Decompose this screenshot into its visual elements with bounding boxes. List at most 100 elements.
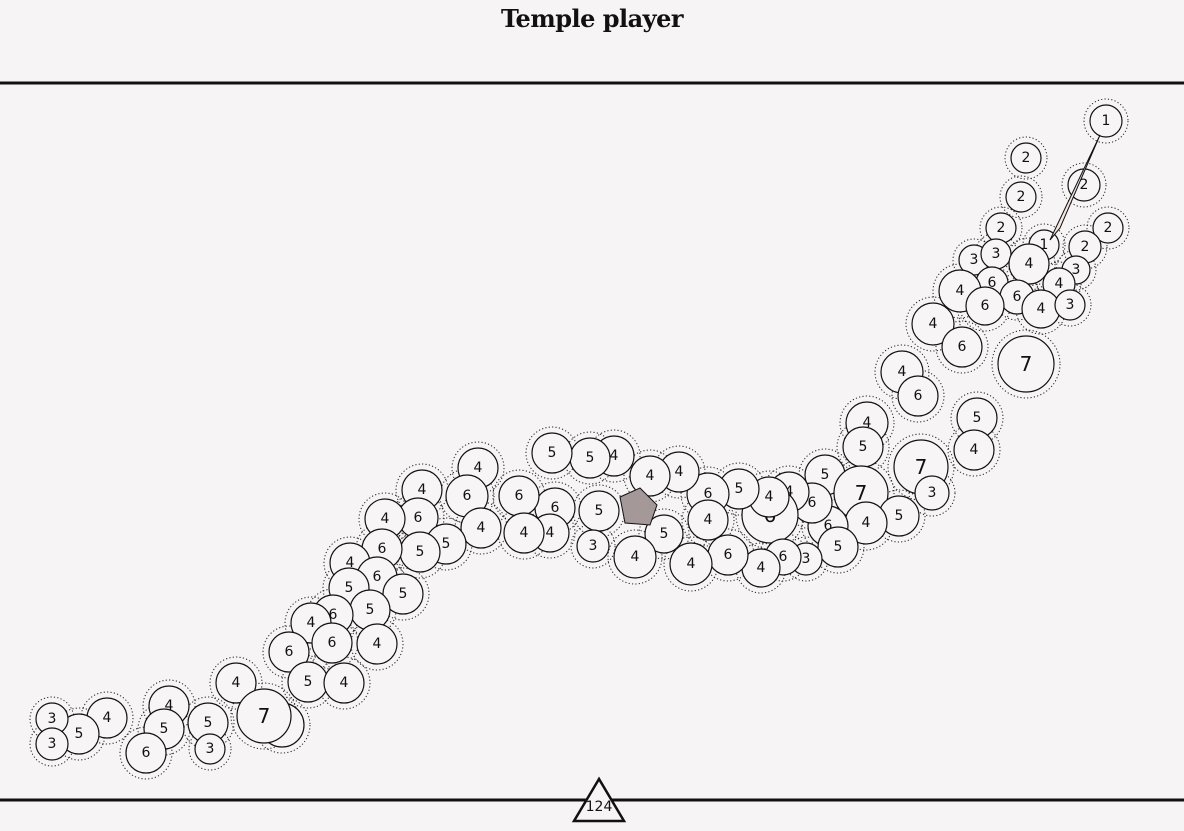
node-value: 5 bbox=[345, 580, 354, 596]
node-value: 7 bbox=[1020, 352, 1033, 376]
game-node[interactable]: 4 bbox=[1009, 244, 1049, 284]
node-value: 4 bbox=[1055, 276, 1064, 292]
node-value: 6 bbox=[1013, 289, 1022, 305]
node-layer[interactable]: 1222222133346446643467464554757354656464… bbox=[36, 105, 1123, 773]
node-value: 4 bbox=[520, 525, 529, 541]
node-value: 6 bbox=[808, 495, 817, 511]
node-value: 4 bbox=[103, 710, 112, 726]
node-value: 4 bbox=[474, 460, 483, 476]
game-node[interactable]: 5 bbox=[288, 662, 328, 702]
game-node[interactable]: 6 bbox=[942, 327, 982, 367]
game-node[interactable]: 5 bbox=[843, 427, 883, 467]
node-value: 4 bbox=[610, 448, 619, 464]
node-value: 5 bbox=[660, 526, 669, 542]
game-node[interactable]: 4 bbox=[504, 513, 544, 553]
node-value: 6 bbox=[463, 488, 472, 504]
node-value: 5 bbox=[859, 439, 868, 455]
node-value: 4 bbox=[1025, 256, 1034, 272]
node-value: 3 bbox=[206, 741, 215, 757]
node-value: 3 bbox=[48, 736, 57, 752]
node-value: 6 bbox=[981, 298, 990, 314]
node-value: 3 bbox=[992, 246, 1001, 262]
game-node[interactable]: 6 bbox=[966, 287, 1004, 325]
game-node[interactable]: 3 bbox=[981, 239, 1011, 269]
node-value: 5 bbox=[399, 586, 408, 602]
node-value: 6 bbox=[285, 644, 294, 660]
game-node[interactable]: 1 bbox=[1090, 105, 1122, 137]
node-value: 6 bbox=[779, 549, 788, 565]
game-node[interactable]: 3 bbox=[36, 728, 68, 760]
node-value: 5 bbox=[834, 539, 843, 555]
node-value: 3 bbox=[589, 538, 598, 554]
game-node[interactable]: 2 bbox=[1006, 182, 1036, 212]
node-value: 2 bbox=[997, 220, 1006, 236]
node-value: 3 bbox=[48, 711, 57, 727]
game-node[interactable]: 3 bbox=[195, 734, 225, 764]
game-node[interactable]: 7 bbox=[998, 336, 1054, 392]
node-value: 4 bbox=[307, 615, 316, 631]
game-node[interactable]: 3 bbox=[1055, 290, 1085, 320]
node-value: 3 bbox=[1066, 297, 1075, 313]
node-value: 6 bbox=[515, 488, 524, 504]
node-value: 4 bbox=[340, 675, 349, 691]
node-value: 4 bbox=[675, 464, 684, 480]
game-node[interactable]: 3 bbox=[577, 530, 609, 562]
node-value: 4 bbox=[929, 316, 938, 332]
node-value: 2 bbox=[1104, 220, 1113, 236]
node-value: 4 bbox=[1037, 301, 1046, 317]
game-node[interactable]: 5 bbox=[400, 532, 440, 572]
game-node[interactable]: 5 bbox=[818, 527, 858, 567]
node-value: 4 bbox=[687, 556, 696, 572]
game-node[interactable]: 2 bbox=[1011, 143, 1041, 173]
node-value: 5 bbox=[204, 715, 213, 731]
node-value: 6 bbox=[414, 510, 423, 526]
node-value: 3 bbox=[928, 485, 937, 501]
game-node[interactable]: 4 bbox=[461, 508, 501, 548]
node-value: 7 bbox=[855, 481, 868, 505]
game-node[interactable]: 4 bbox=[324, 663, 364, 703]
game-node[interactable]: 5 bbox=[570, 438, 610, 478]
node-value: 5 bbox=[973, 410, 982, 426]
node-value: 4 bbox=[956, 283, 965, 299]
game-node[interactable]: 3 bbox=[915, 476, 949, 510]
node-value: 5 bbox=[416, 544, 425, 560]
game-node[interactable]: 4 bbox=[670, 543, 712, 585]
game-node[interactable]: 6 bbox=[898, 376, 938, 416]
game-node[interactable]: 5 bbox=[532, 433, 572, 473]
node-value: 2 bbox=[1022, 150, 1031, 166]
node-value: 1 bbox=[1102, 113, 1111, 129]
game-node[interactable]: 6 bbox=[126, 733, 166, 773]
game-node[interactable]: 6 bbox=[499, 476, 539, 516]
node-value: 4 bbox=[704, 512, 713, 528]
game-node[interactable]: 6 bbox=[312, 623, 352, 663]
game-node[interactable]: 2 bbox=[986, 213, 1016, 243]
game-node[interactable]: 4 bbox=[688, 500, 728, 540]
node-value: 6 bbox=[142, 745, 151, 761]
node-value: 5 bbox=[75, 726, 84, 742]
node-value: 4 bbox=[373, 636, 382, 652]
game-node[interactable]: 4 bbox=[954, 430, 994, 470]
counter-value: 124 bbox=[586, 799, 613, 815]
game-node[interactable]: 7 bbox=[237, 689, 291, 743]
game-node[interactable]: 5 bbox=[350, 590, 390, 630]
node-value: 4 bbox=[477, 520, 486, 536]
node-value: 4 bbox=[862, 515, 871, 531]
node-value: 6 bbox=[724, 547, 733, 563]
node-value: 4 bbox=[631, 549, 640, 565]
node-value: 5 bbox=[304, 674, 313, 690]
game-node[interactable]: 4 bbox=[1022, 290, 1060, 328]
game-node[interactable]: 4 bbox=[357, 624, 397, 664]
node-value: 4 bbox=[232, 675, 241, 691]
node-value: 7 bbox=[915, 455, 928, 479]
game-node[interactable]: 5 bbox=[579, 491, 619, 531]
game-node[interactable]: 6 bbox=[708, 535, 748, 575]
node-value: 5 bbox=[735, 481, 744, 497]
node-value: 4 bbox=[646, 468, 655, 484]
node-value: 5 bbox=[366, 602, 375, 618]
node-value: 5 bbox=[595, 503, 604, 519]
node-value: 4 bbox=[898, 364, 907, 380]
node-value: 5 bbox=[821, 467, 830, 483]
game-node[interactable]: 4 bbox=[614, 536, 656, 578]
node-value: 4 bbox=[546, 525, 555, 541]
